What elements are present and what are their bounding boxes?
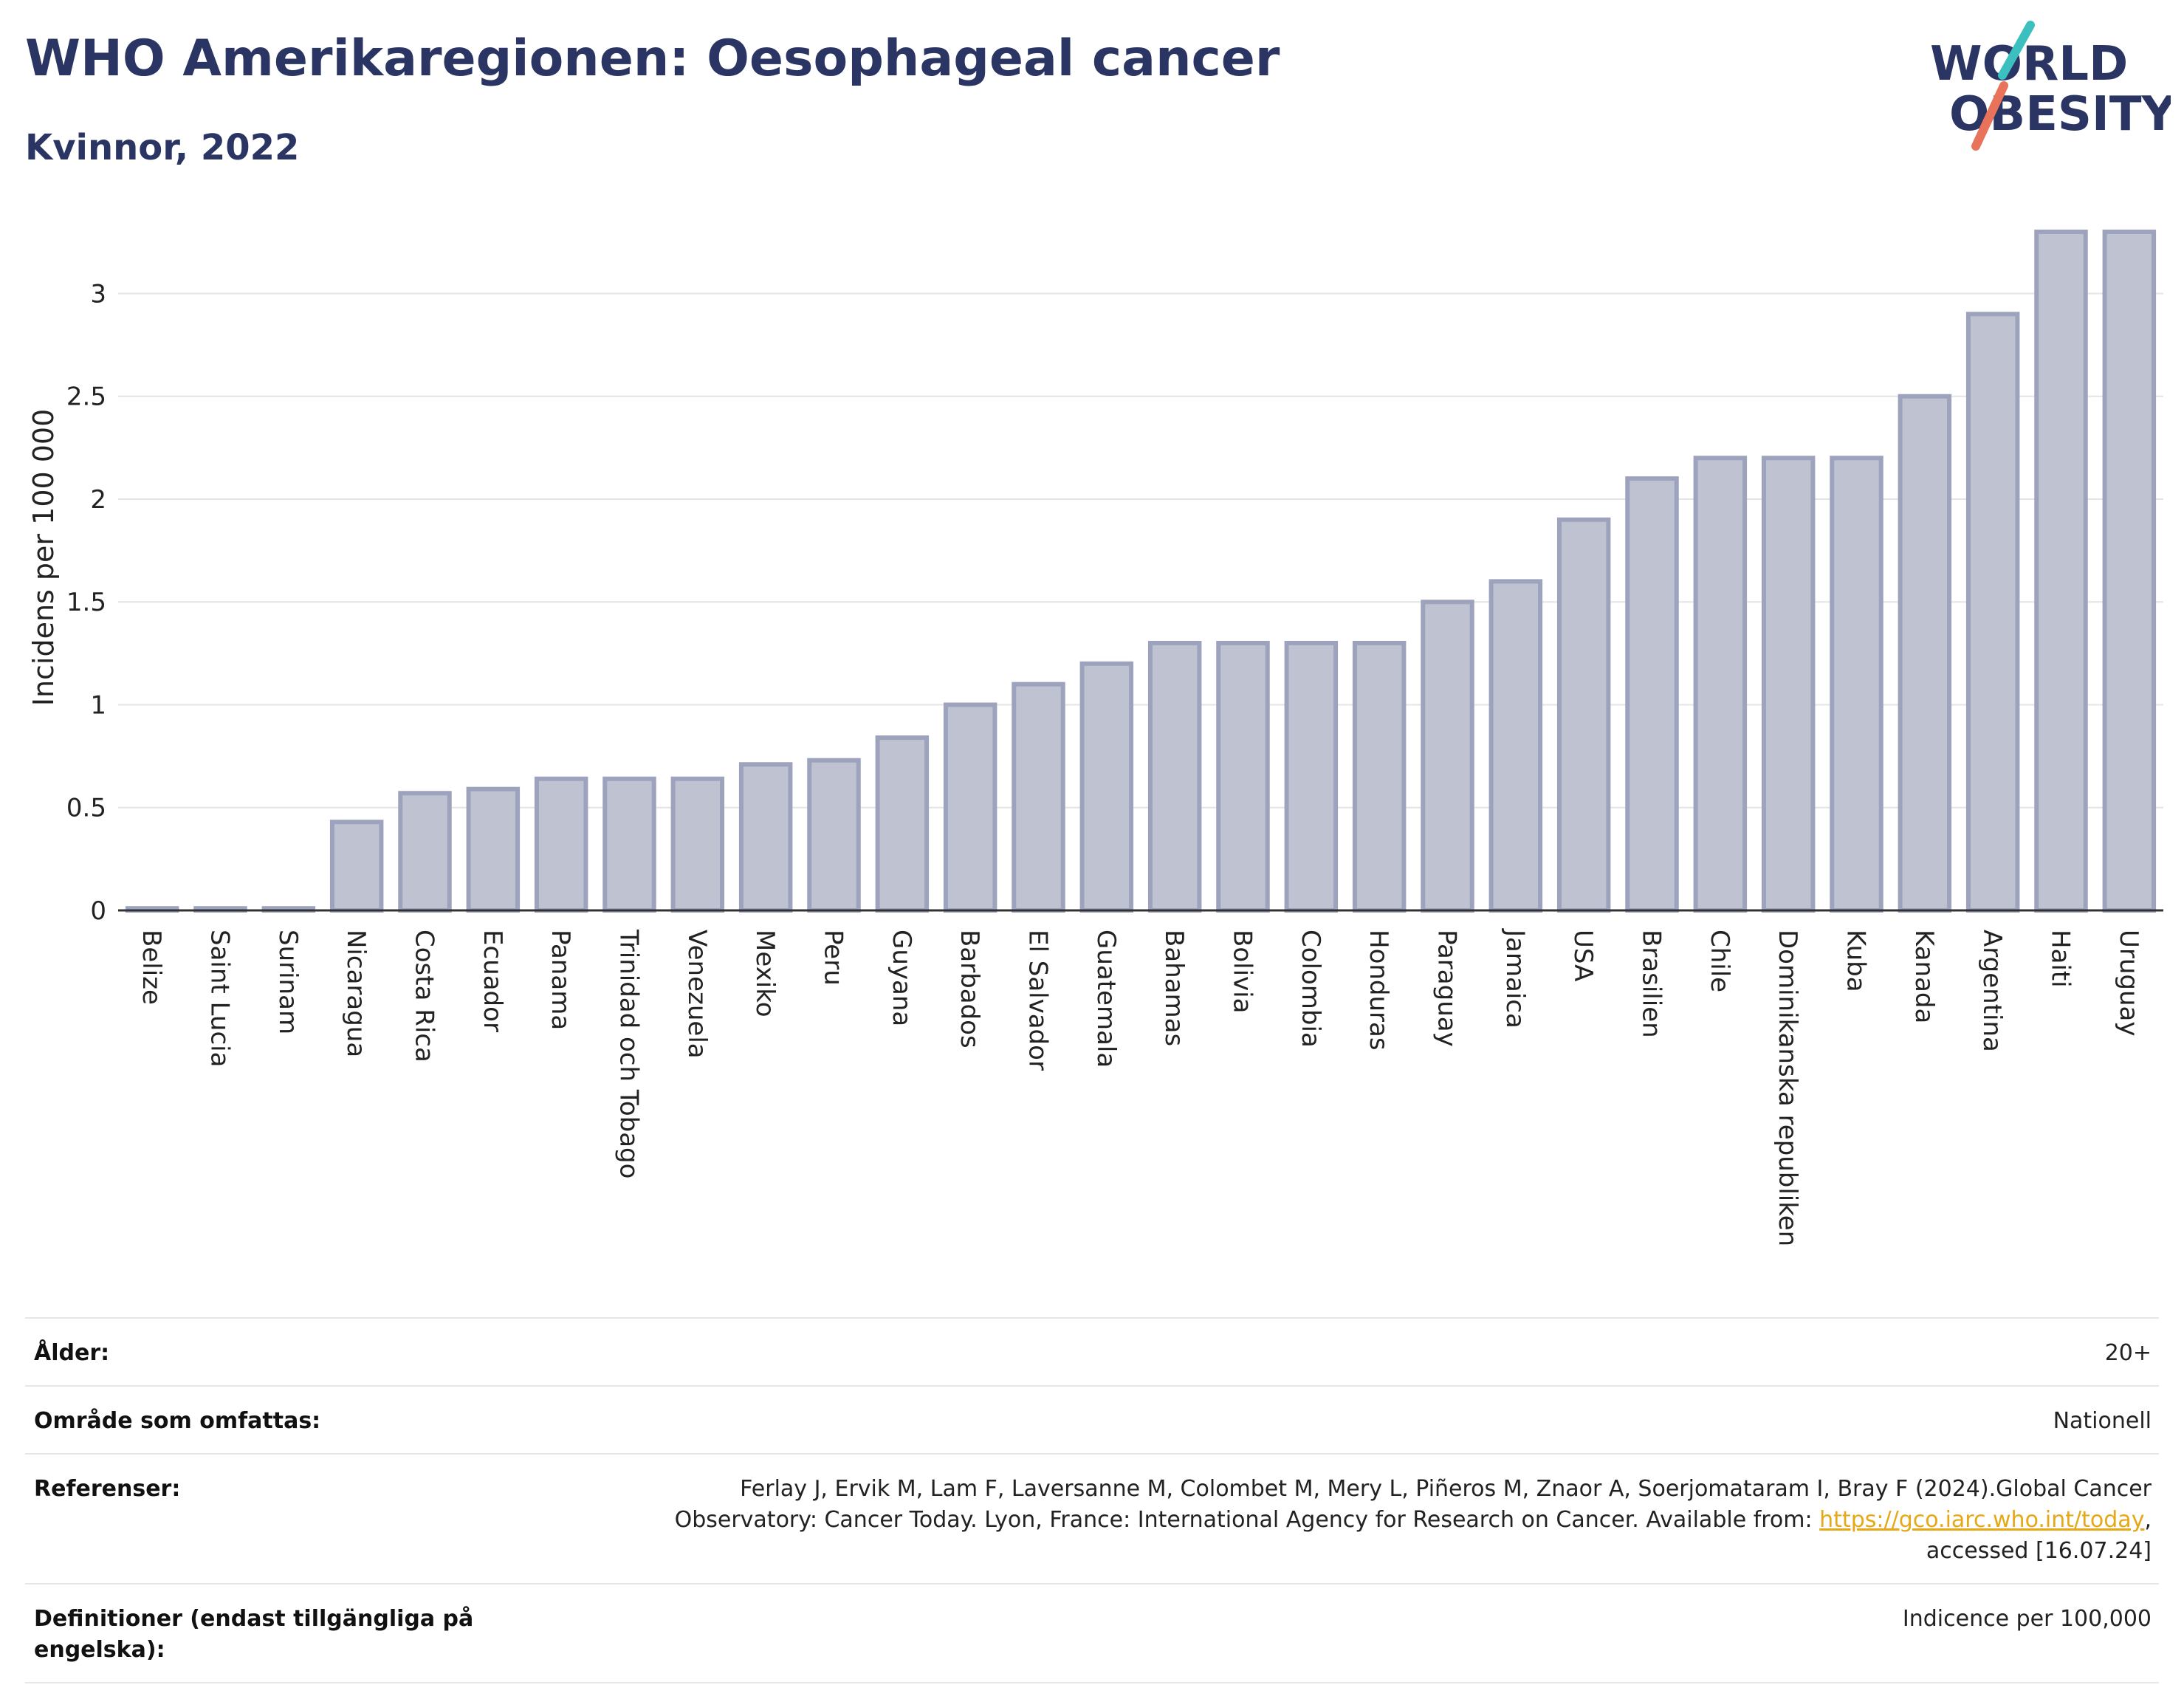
- references-text-2: Observatory: Cancer Today. Lyon, France:…: [674, 1507, 1820, 1533]
- references-value: Ferlay J, Ervik M, Lam F, Laversanne M, …: [506, 1474, 2152, 1567]
- x-tick-label: Brasilien: [1637, 930, 1666, 1038]
- info-row-references: Referenser: Ferlay J, Ervik M, Lam F, La…: [25, 1453, 2159, 1583]
- y-tick-label: 0.5: [66, 794, 106, 823]
- x-tick-label: Kuba: [1841, 930, 1871, 992]
- bar: [466, 786, 521, 913]
- info-row-area: Område som omfattas: Nationell: [25, 1385, 2159, 1453]
- bar: [1352, 640, 1407, 913]
- bar: [1625, 476, 1679, 913]
- logo-line-1: WORLD: [1930, 37, 2128, 92]
- bar: [1693, 456, 1748, 913]
- x-tick-label: Nicaragua: [341, 930, 371, 1057]
- y-tick-label: 1.5: [66, 588, 106, 617]
- references-text-3: ,: [2144, 1507, 2152, 1533]
- references-link[interactable]: https://gco.iarc.who.int/today: [1819, 1507, 2145, 1533]
- x-tick-label: Kanada: [1909, 930, 1939, 1023]
- bar: [1147, 640, 1202, 913]
- definitions-label: Definitioner (endast tillgängliga på eng…: [34, 1606, 474, 1663]
- world-obesity-logo: WORLD OBESITY: [1930, 21, 2171, 151]
- bar: [534, 776, 588, 913]
- y-tick-label: 2.5: [66, 382, 106, 412]
- bar: [329, 820, 384, 913]
- bar: [943, 702, 997, 913]
- bar: [1284, 640, 1339, 913]
- references-text-4: accessed [16.07.24]: [1926, 1538, 2152, 1564]
- x-tick-label: Surinam: [273, 930, 303, 1034]
- x-tick-label: Bahamas: [1159, 930, 1189, 1046]
- info-row-age: Ålder: 20+: [25, 1317, 2159, 1385]
- bar: [1965, 312, 2020, 913]
- bar: [1012, 682, 1065, 913]
- x-tick-label: Mexiko: [750, 930, 780, 1017]
- page-subtitle: Kvinnor, 2022: [25, 127, 300, 168]
- bar: [1216, 640, 1270, 913]
- x-tick-label: Belize: [137, 930, 166, 1005]
- x-tick-label: Guatemala: [1091, 930, 1121, 1068]
- age-value: 20+: [2104, 1340, 2152, 1366]
- logo-slash-coral: [1971, 81, 2008, 151]
- x-tick-label: Peru: [819, 930, 848, 986]
- x-tick-label: Colombia: [1296, 930, 1325, 1048]
- y-tick-label: 2: [90, 485, 106, 515]
- x-tick-label: Ecuador: [478, 930, 507, 1032]
- bar: [398, 791, 452, 913]
- x-tick-label: Paraguay: [1432, 930, 1462, 1047]
- y-tick-label: 3: [90, 279, 106, 309]
- x-tick-label: Venezuela: [682, 930, 712, 1059]
- x-tick-label: Dominikanska republiken: [1773, 930, 1802, 1246]
- bar: [1079, 661, 1134, 913]
- x-tick-label: Saint Lucia: [205, 930, 235, 1067]
- bar: [807, 758, 861, 913]
- bar: [2102, 229, 2157, 913]
- x-tick-label: Bolivia: [1228, 930, 1257, 1013]
- x-tick-label: Trinidad och Tobago: [614, 929, 644, 1178]
- area-value: Nationell: [2053, 1408, 2152, 1434]
- x-tick-label: Jamaica: [1500, 928, 1530, 1029]
- info-row-definitions: Definitioner (endast tillgängliga på eng…: [25, 1583, 2159, 1683]
- x-tick-label: Barbados: [955, 930, 984, 1048]
- x-tick-label: Panama: [546, 930, 575, 1030]
- x-tick-label: Chile: [1705, 930, 1734, 992]
- x-tick-label: Uruguay: [2114, 930, 2143, 1037]
- bar: [1421, 600, 1474, 913]
- x-tick-label: USA: [1568, 930, 1598, 981]
- page-title: WHO Amerikaregionen: Oesophageal cancer: [25, 30, 1280, 88]
- bar: [670, 776, 725, 913]
- info-table: Ålder: 20+ Område som omfattas: Nationel…: [25, 1317, 2159, 1683]
- age-label: Ålder:: [34, 1340, 110, 1366]
- bar: [1898, 394, 1952, 913]
- bar: [1556, 517, 1611, 913]
- bar: [1761, 456, 1816, 913]
- definitions-value: Indicence per 100,000: [1902, 1606, 2152, 1632]
- x-tick-label: El Salvador: [1023, 930, 1053, 1071]
- references-label: Referenser:: [34, 1476, 181, 1502]
- x-tick-label: Guyana: [887, 930, 916, 1026]
- y-tick-label: 0: [90, 896, 106, 926]
- bar-chart: 0 0.5 1 1.5 2 2.5 3 Belize Saint Lucia Surinam Nic…: [27, 229, 2163, 1246]
- bar: [738, 762, 793, 913]
- logo-slash-teal: [1998, 21, 2035, 80]
- y-tick-label: 1: [90, 690, 106, 720]
- bar: [2034, 229, 2088, 913]
- x-tick-label: Argentina: [1977, 930, 2007, 1052]
- bar: [875, 735, 930, 913]
- references-text-1: Ferlay J, Ervik M, Lam F, Laversanne M, …: [740, 1476, 2152, 1502]
- bar: [1830, 456, 1883, 913]
- bar: [1488, 579, 1543, 913]
- x-tick-label: Costa Rica: [410, 930, 439, 1062]
- y-axis-title: Incidens per 100 000: [27, 409, 60, 707]
- x-tick-label: Haiti: [2046, 930, 2075, 988]
- bar: [602, 776, 656, 913]
- x-tick-label: Honduras: [1364, 930, 1393, 1051]
- area-label: Område som omfattas:: [34, 1408, 321, 1434]
